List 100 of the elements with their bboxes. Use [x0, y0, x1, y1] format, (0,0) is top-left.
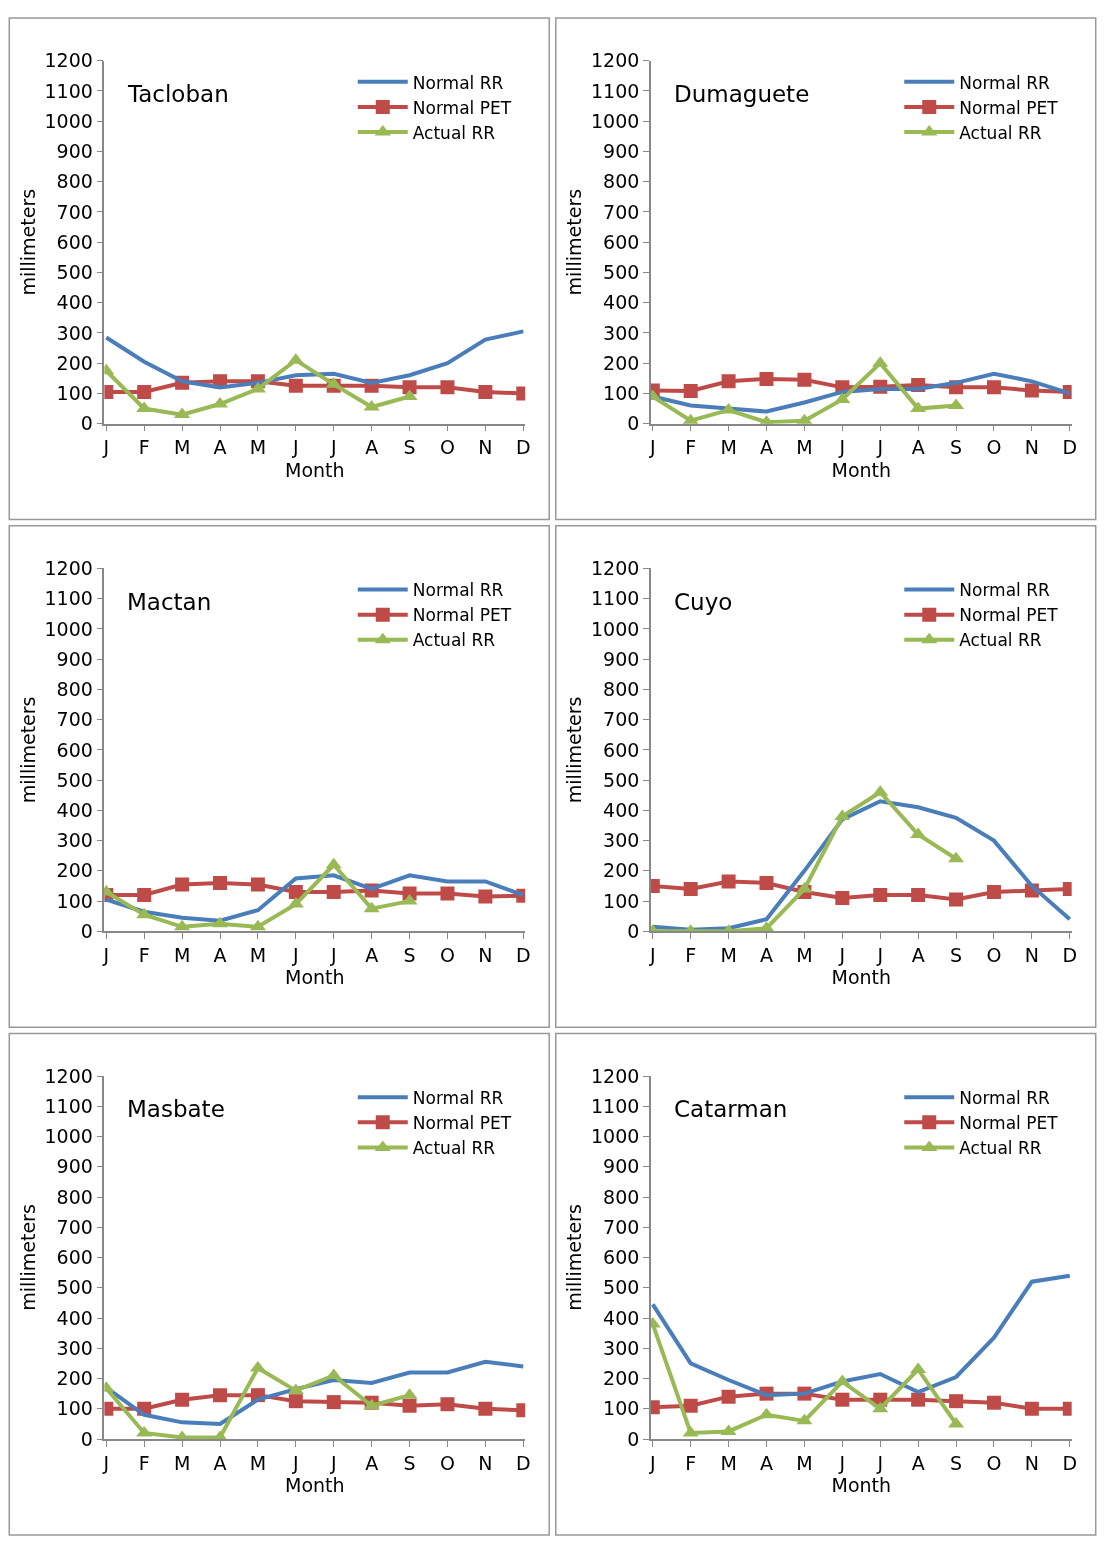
y-tick-label: 500	[56, 261, 93, 284]
x-tick-label: F	[685, 436, 697, 459]
y-tick-label: 1100	[590, 79, 640, 102]
y-tick-label: 800	[56, 678, 93, 700]
legend-label: Normal RR	[412, 1087, 504, 1108]
x-axis-title: Month	[831, 966, 892, 989]
legend-label: Normal PET	[959, 1112, 1059, 1133]
y-tick-label: 1000	[590, 109, 640, 132]
x-tick-label: J	[292, 943, 299, 966]
x-tick-label: J	[838, 1451, 846, 1474]
x-axis-title: Month	[284, 966, 345, 989]
point	[721, 874, 736, 889]
text: Dumaguete	[674, 81, 810, 107]
x-tick-label: A	[365, 1451, 379, 1474]
x-tick-label: A	[365, 943, 379, 966]
x-tick-label: J	[329, 436, 337, 459]
y-tick-label: 800	[603, 678, 640, 700]
y-tick-label: 600	[56, 1246, 93, 1269]
x-tick-label: M	[249, 436, 267, 459]
x-tick-label: S	[403, 1451, 416, 1474]
point	[721, 1389, 736, 1404]
point	[1024, 1401, 1039, 1416]
text: Catarman	[674, 1096, 788, 1122]
x-axis-title: Month	[284, 1473, 345, 1496]
legend-label: Normal PET	[412, 605, 512, 626]
x-axis-title: Month	[831, 1473, 892, 1496]
point	[949, 892, 964, 907]
x-tick-label: J	[876, 943, 884, 966]
legend-label: Actual RR	[959, 630, 1042, 651]
legend-label: Actual RR	[959, 122, 1042, 143]
y-tick-label: 300	[603, 321, 640, 344]
x-tick-label: F	[138, 943, 150, 966]
y-tick-label: 600	[56, 738, 93, 761]
x-tick-label: N	[478, 943, 493, 966]
y-tick-label: 100	[603, 382, 640, 405]
y-axis-title: millimeters	[16, 188, 39, 296]
y-tick-label: 800	[603, 1185, 640, 1208]
y-axis-title: millimeters	[563, 1204, 586, 1311]
y-tick-label: 100	[603, 1397, 640, 1420]
x-tick-label: J	[648, 943, 656, 966]
y-tick-label: 1200	[590, 1064, 640, 1087]
y-tick-label: 500	[56, 768, 93, 791]
point	[872, 1401, 889, 1413]
x-axis-title: Month	[831, 458, 892, 481]
x-tick-label: J	[329, 1451, 337, 1474]
text: Cuyo	[674, 589, 733, 615]
point	[796, 1413, 813, 1425]
point	[911, 888, 926, 903]
x-tick-label: F	[685, 943, 697, 966]
y-tick-label: 100	[603, 889, 640, 912]
y-tick-label: 300	[56, 829, 93, 852]
x-tick-label: J	[876, 436, 884, 459]
text: Tacloban	[127, 81, 229, 107]
y-tick-label: 300	[56, 321, 93, 344]
y-tick-label: 1100	[590, 587, 640, 610]
point	[796, 881, 813, 893]
y-axis-title: millimeters	[16, 1204, 39, 1311]
y-tick-label: 1200	[44, 49, 93, 72]
point	[910, 827, 927, 839]
x-axis-title: Month	[284, 458, 345, 481]
y-tick-label: 0	[80, 412, 93, 435]
y-tick-label: 700	[603, 708, 640, 731]
y-tick-label: 100	[56, 382, 93, 405]
legend-label: Actual RR	[412, 122, 496, 143]
y-tick-label: 0	[627, 1427, 640, 1450]
y-tick-label: 1100	[44, 79, 93, 102]
y-tick-label: 700	[603, 1215, 640, 1238]
x-tick-label: O	[986, 436, 1002, 459]
y-tick-label: 900	[603, 140, 640, 163]
text: Mactan	[127, 589, 212, 615]
x-tick-label: J	[648, 436, 656, 459]
y-tick-label: 700	[56, 200, 93, 223]
y-tick-label: 1200	[44, 557, 93, 580]
point	[683, 1398, 698, 1413]
x-tick-label: S	[950, 943, 963, 966]
x-tick-label: A	[760, 1451, 773, 1474]
legend-label: Normal RR	[959, 72, 1050, 93]
x-tick-label: F	[138, 436, 150, 459]
y-tick-label: 1200	[44, 1064, 93, 1087]
x-tick-label: N	[1024, 1451, 1039, 1474]
y-tick-label: 400	[56, 1306, 93, 1329]
legend-label: Normal RR	[412, 580, 504, 601]
y-tick-label: 1200	[590, 557, 640, 580]
y-tick-label: 1000	[590, 617, 640, 640]
y-tick-label: 200	[603, 351, 640, 374]
x-tick-label: M	[173, 943, 191, 966]
x-tick-label: O	[439, 943, 455, 966]
y-tick-label: 900	[56, 1155, 93, 1178]
x-tick-label: F	[138, 1451, 150, 1474]
x-tick-label: D	[515, 943, 531, 966]
y-tick-label: 300	[56, 1336, 93, 1359]
x-tick-label: M	[720, 943, 737, 966]
y-tick-label: 600	[603, 738, 640, 761]
y-tick-label: 400	[56, 799, 93, 821]
y-tick-label: 0	[627, 412, 640, 435]
y-tick-label: 100	[56, 889, 93, 912]
legend-label: Normal RR	[412, 72, 504, 93]
x-tick-label: J	[329, 943, 337, 966]
x-tick-label: M	[249, 1451, 267, 1474]
y-tick-label: 0	[627, 919, 640, 942]
